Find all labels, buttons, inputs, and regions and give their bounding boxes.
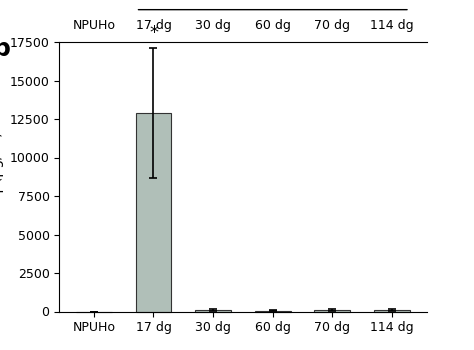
Bar bbox=[374, 310, 410, 312]
Bar bbox=[195, 310, 231, 312]
Bar bbox=[136, 113, 172, 312]
Text: *: * bbox=[149, 24, 158, 42]
Bar bbox=[255, 311, 291, 312]
Bar bbox=[314, 310, 350, 312]
Y-axis label: IFN-γ (pg/ml): IFN-γ (pg/ml) bbox=[0, 132, 4, 222]
Text: b: b bbox=[0, 37, 11, 61]
